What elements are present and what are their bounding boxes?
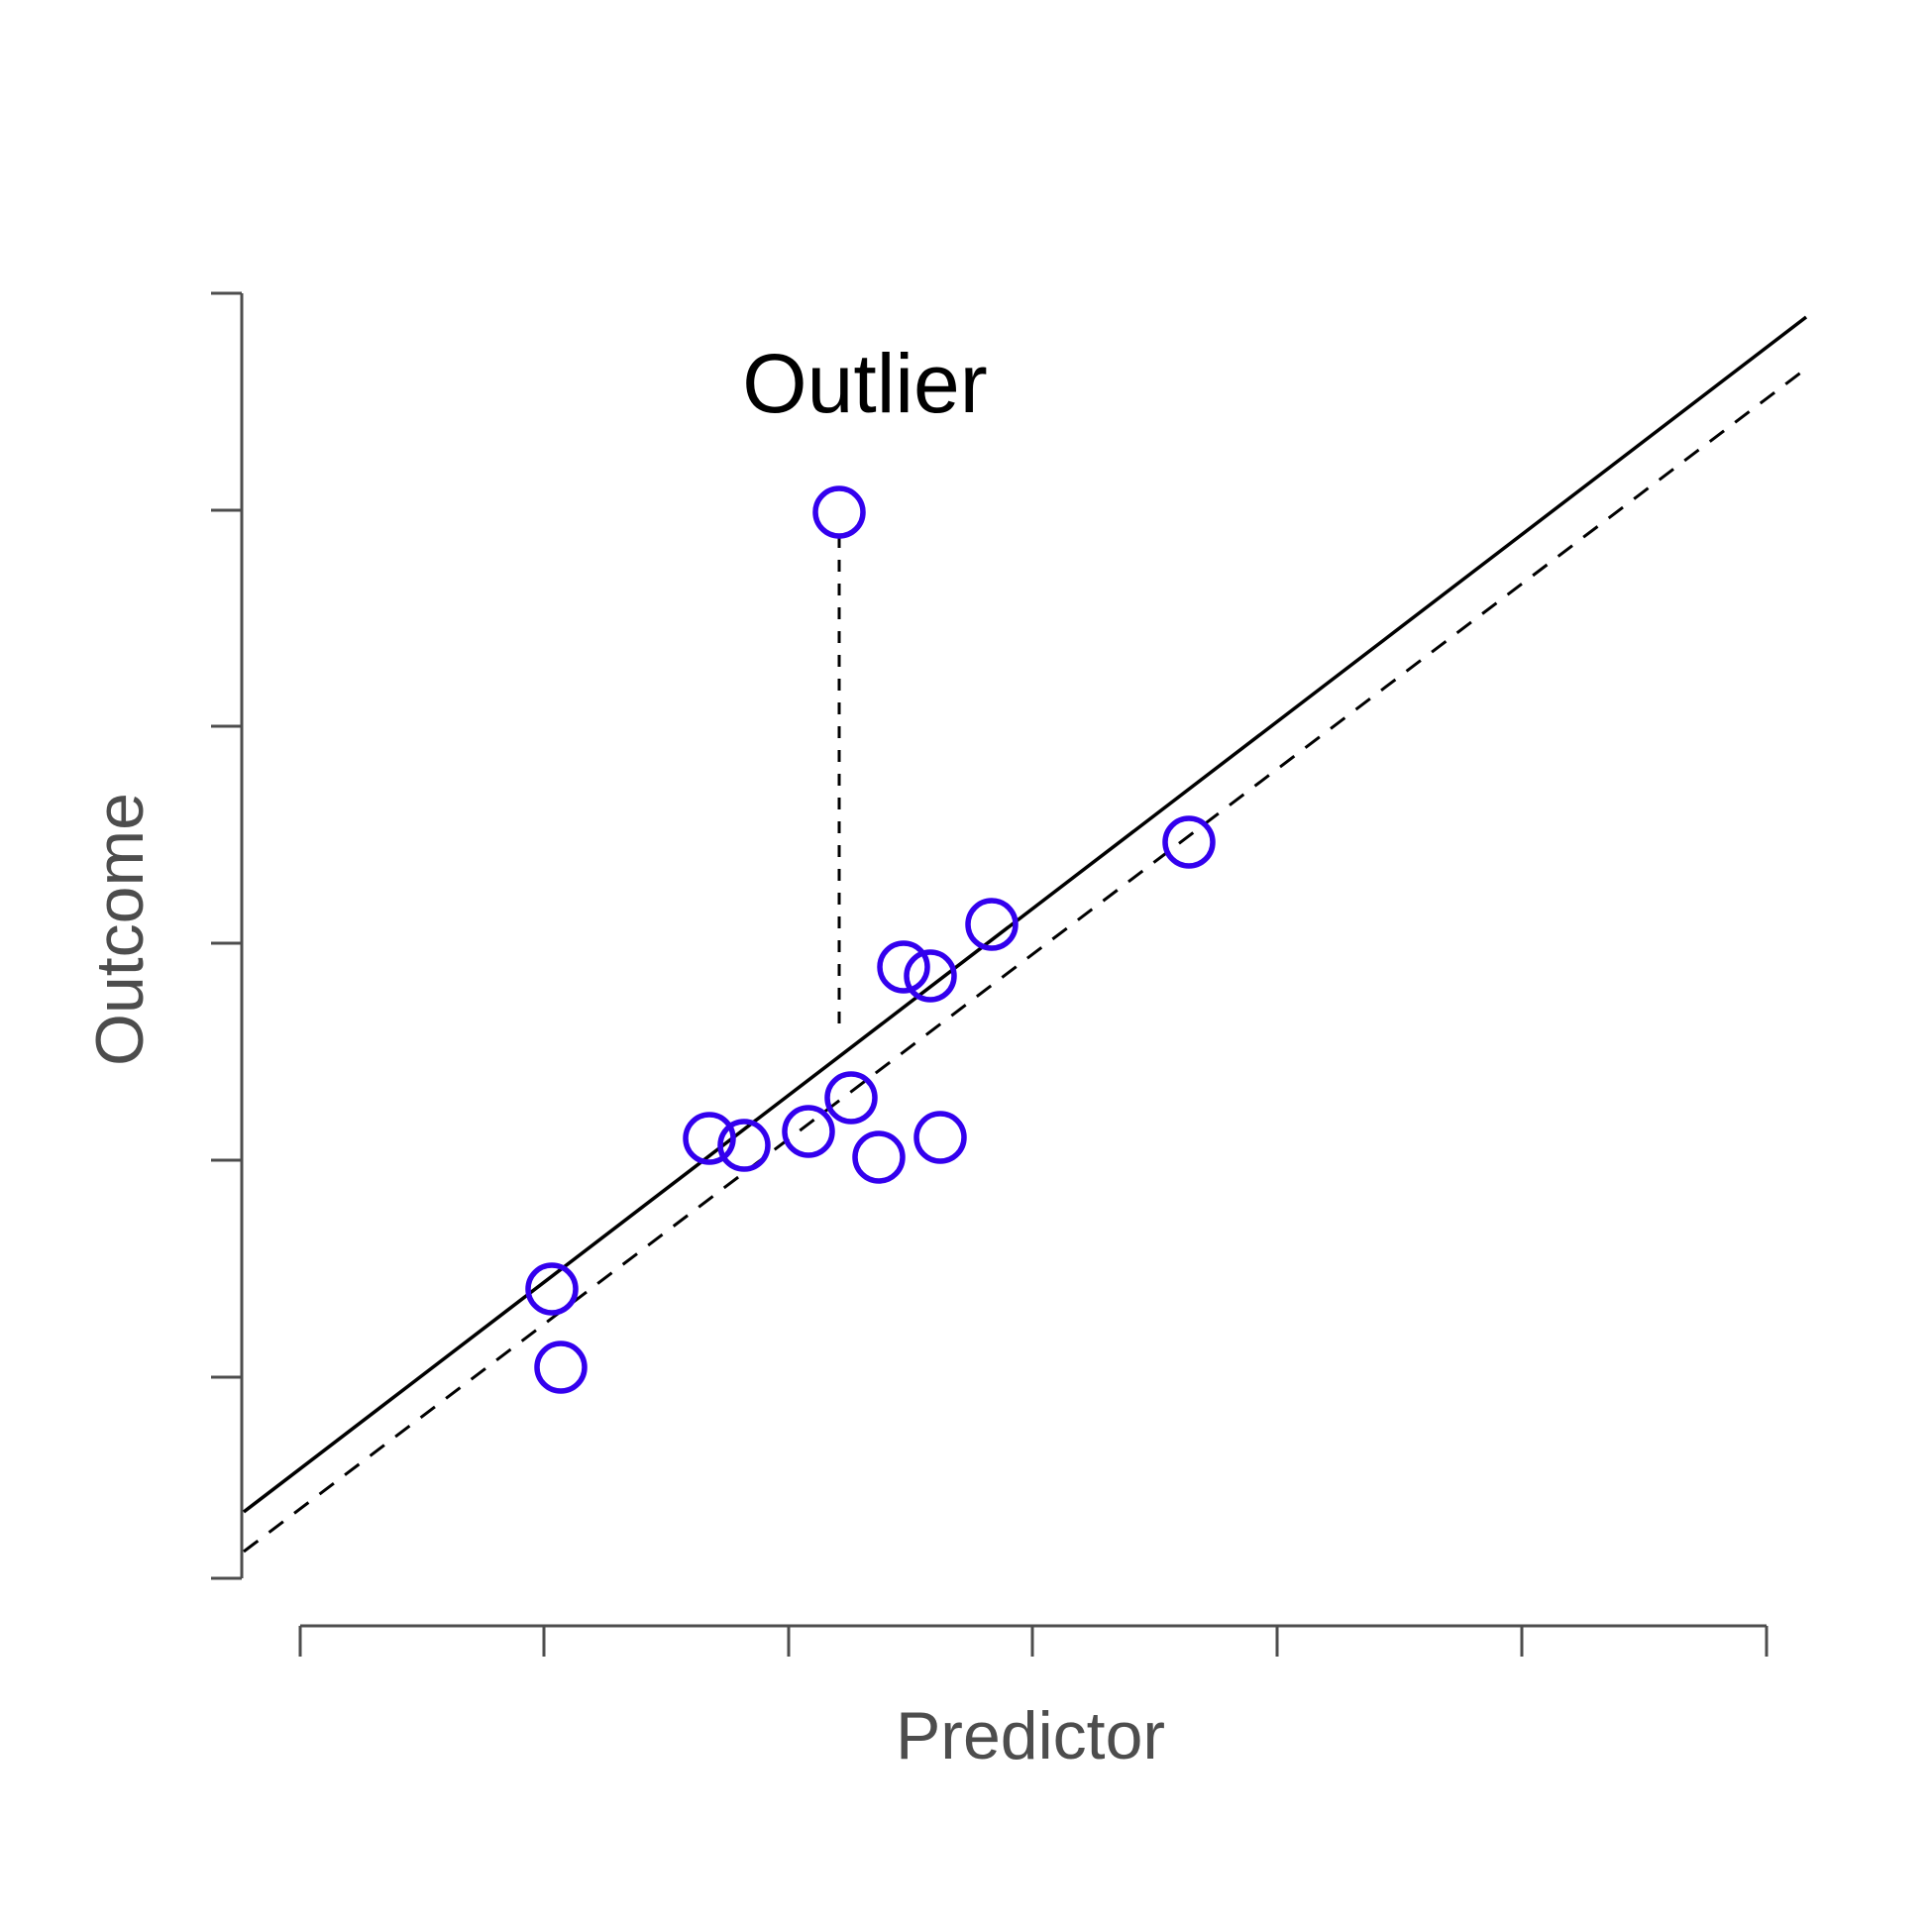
svg-text:Outlier: Outlier bbox=[742, 337, 987, 430]
svg-text:Predictor: Predictor bbox=[896, 1698, 1165, 1773]
svg-text:Outcome: Outcome bbox=[82, 793, 158, 1066]
